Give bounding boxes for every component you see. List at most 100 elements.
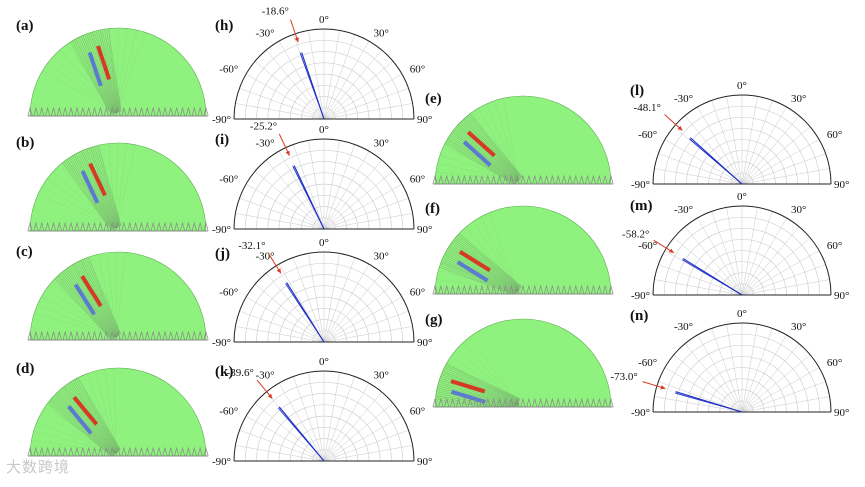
beam-ray bbox=[436, 242, 519, 292]
scatter-ray bbox=[32, 291, 117, 338]
polar-grid-spoke bbox=[741, 153, 826, 185]
polar-grid-spoke bbox=[323, 263, 370, 343]
red-source-bar bbox=[72, 395, 99, 426]
scatter-ray bbox=[42, 393, 117, 454]
polar-grid-spoke bbox=[654, 279, 743, 296]
beam-ray bbox=[64, 257, 117, 338]
polar-grid-spoke bbox=[323, 183, 403, 230]
polar-grid-spoke bbox=[741, 96, 758, 185]
polar-tick-label: -90° bbox=[631, 179, 650, 191]
polar-tick-label: 60° bbox=[827, 357, 842, 369]
panel-label: (l) bbox=[630, 83, 644, 99]
beam-ray bbox=[76, 143, 118, 228]
polar-tick-label: -90° bbox=[212, 114, 231, 126]
angle-annotation: -39.6° bbox=[227, 367, 254, 379]
polar-grid-spoke bbox=[323, 150, 370, 230]
polar-grid-spoke bbox=[239, 429, 325, 462]
polar-tick-label: 90° bbox=[417, 337, 432, 349]
scatter-ray bbox=[105, 252, 117, 338]
beam-ray bbox=[437, 128, 517, 184]
beam-ray bbox=[435, 376, 519, 404]
scatter-ray bbox=[97, 143, 117, 229]
polar-outer-arc bbox=[233, 370, 415, 462]
polar-grid-spoke bbox=[684, 115, 743, 185]
dome-semicircle bbox=[29, 251, 207, 341]
scatter-ray bbox=[30, 418, 117, 454]
scatter-ray bbox=[435, 150, 519, 182]
panel-label: (h) bbox=[215, 18, 233, 34]
polar-tick-label: 0° bbox=[737, 191, 747, 203]
beam-ray bbox=[435, 363, 520, 401]
polar-grid-spoke bbox=[323, 296, 403, 343]
polar-tick-label: 30° bbox=[374, 27, 389, 39]
scatter-ray bbox=[435, 257, 519, 292]
beam-ray bbox=[443, 231, 521, 289]
polar-grid-spoke bbox=[323, 445, 413, 462]
angle-annotation: -18.6° bbox=[262, 6, 289, 18]
polar-grid-spoke bbox=[239, 197, 325, 230]
beam-direction-line bbox=[292, 165, 325, 230]
polar-grid-spoke bbox=[323, 73, 403, 120]
scatter-ray bbox=[74, 368, 117, 454]
sensor-array-teeth bbox=[432, 284, 614, 295]
scatter-ray bbox=[51, 268, 117, 338]
polar-grid-spoke bbox=[658, 153, 743, 185]
dome-panel-b: (b) bbox=[16, 135, 209, 232]
scatter-ray bbox=[435, 287, 519, 292]
scatter-ray bbox=[76, 252, 117, 338]
beam-ray bbox=[68, 29, 113, 115]
beam-ray bbox=[56, 379, 117, 453]
beam-ray bbox=[435, 259, 517, 294]
beam-ray bbox=[66, 256, 117, 337]
sensor-array-teeth bbox=[432, 397, 614, 408]
polar-grid-spoke bbox=[323, 310, 409, 343]
beam-ray bbox=[444, 229, 521, 288]
polar-grid-spoke bbox=[711, 100, 743, 185]
beam-ray bbox=[86, 143, 120, 227]
scatter-ray bbox=[448, 116, 519, 182]
polar-grid-spoke bbox=[711, 328, 743, 413]
beam-ray bbox=[87, 28, 118, 113]
polar-tick-label: -60° bbox=[219, 64, 238, 76]
polar-grid-spoke bbox=[726, 324, 743, 413]
beam-ray bbox=[42, 391, 114, 456]
beam-ray bbox=[58, 150, 113, 231]
dome-panel-a: (a) bbox=[16, 18, 209, 117]
panel-label: (j) bbox=[215, 246, 230, 262]
polar-grid-spoke bbox=[235, 103, 325, 120]
beam-ray bbox=[37, 395, 113, 456]
beam-ray bbox=[435, 365, 520, 402]
beam-ray bbox=[447, 224, 522, 287]
polar-grid-spoke bbox=[323, 253, 340, 343]
scatter-ray bbox=[435, 365, 519, 405]
beam-ray bbox=[47, 268, 113, 340]
scatter-ray bbox=[116, 143, 138, 229]
polar-panel-i: -90° -60° -30° 0° 30° 60° 90° -25.2° (i) bbox=[212, 120, 432, 236]
sensor-array-teeth bbox=[432, 174, 614, 185]
polar-grid-spoke bbox=[741, 139, 820, 185]
polar-tick-label: 30° bbox=[374, 137, 389, 149]
polar-grid-spoke bbox=[308, 140, 325, 230]
polar-grid-spoke bbox=[697, 217, 743, 296]
beam-ray bbox=[435, 135, 516, 184]
beam-ray bbox=[94, 143, 122, 226]
polar-grid-spoke bbox=[278, 40, 325, 120]
scatter-ray bbox=[441, 348, 519, 405]
scatter-ray bbox=[95, 252, 117, 338]
beam-ray bbox=[436, 130, 517, 184]
scatter-ray bbox=[435, 403, 519, 407]
blue-source-bar bbox=[73, 283, 96, 316]
beam-ray bbox=[445, 227, 522, 288]
scatter-ray bbox=[39, 57, 117, 114]
red-source-bar bbox=[458, 250, 491, 272]
polar-outer-arc bbox=[652, 322, 832, 413]
polar-grid-spoke bbox=[697, 334, 743, 413]
scatter-ray bbox=[93, 368, 117, 454]
scatter-ray bbox=[484, 206, 519, 292]
polar-tick-label: -90° bbox=[631, 407, 650, 419]
angle-arrowhead bbox=[276, 268, 281, 274]
beam-ray bbox=[70, 29, 113, 115]
dome-semicircle bbox=[29, 142, 207, 232]
polar-tick-label: -30° bbox=[674, 93, 693, 105]
